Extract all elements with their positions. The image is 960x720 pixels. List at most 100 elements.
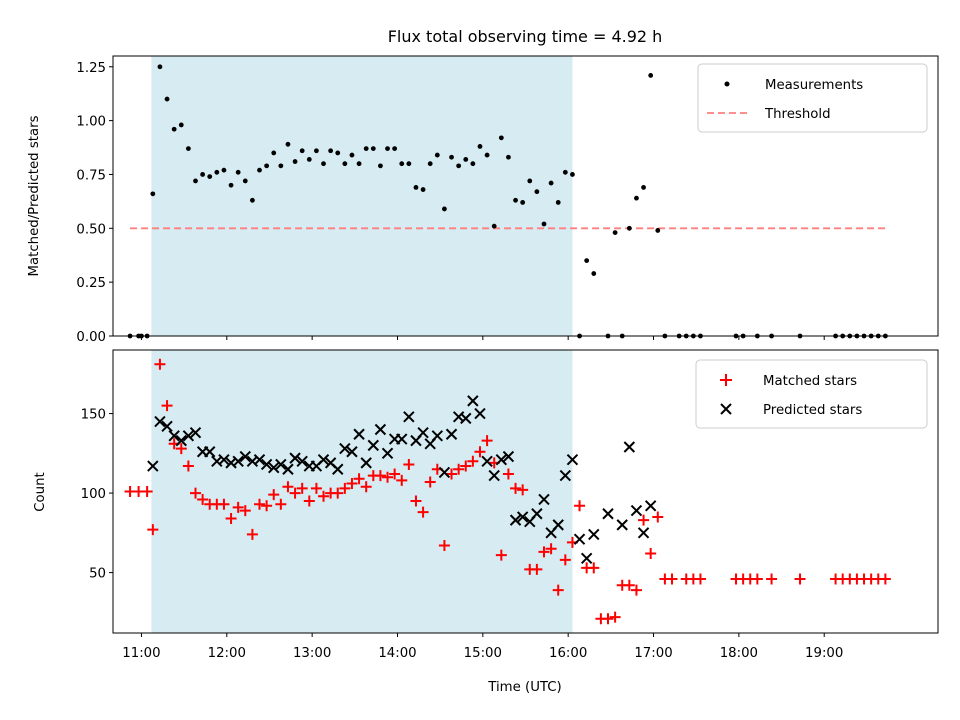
measurement-point [456, 163, 462, 169]
matched-star-point [474, 446, 486, 458]
predicted-star-point [616, 519, 628, 531]
predicted-star-point [289, 452, 301, 464]
matched-star-point [175, 443, 187, 455]
measurement-point [498, 135, 504, 141]
measurement-point [534, 189, 540, 195]
matched-star-point [218, 498, 230, 510]
matched-star-point [147, 524, 159, 536]
predicted-star-point [396, 433, 408, 445]
matched-star-point [403, 458, 415, 470]
bottom-y-axis-label: Count [33, 472, 48, 512]
x-tick-label: 14:00 [378, 646, 416, 661]
predicted-star-point [282, 463, 294, 475]
matched-star-point [602, 613, 614, 625]
matched-star-point [396, 474, 408, 486]
matched-star-point [303, 495, 315, 507]
x-tick-label: 12:00 [208, 646, 246, 661]
measurement-point [356, 161, 362, 167]
matched-star-point [517, 484, 529, 496]
measurement-point [484, 152, 490, 158]
measurement-point [570, 172, 575, 177]
measurement-point [235, 169, 241, 175]
top-y-ticks: 0.00 0.25 0.50 0.75 1.00 1.25 [76, 61, 113, 345]
predicted-star-point [445, 428, 458, 440]
predicted-star-point [253, 453, 266, 466]
predicted-star-point [552, 519, 564, 531]
y-tick-label: 150 [81, 408, 106, 423]
matched-star-point [197, 493, 209, 505]
predicted-star-point [346, 446, 358, 458]
predicted-star-point [623, 441, 636, 453]
y-tick-label: 0.50 [76, 222, 106, 237]
measurement-point [506, 154, 511, 160]
matched-star-point [495, 549, 507, 561]
x-tick-label: 17:00 [634, 646, 672, 661]
matched-star-point [766, 573, 778, 585]
top-y-axis-label: Matched/Predicted stars [27, 115, 42, 276]
predicted-star-point [175, 434, 187, 447]
measurement-point [477, 144, 483, 149]
measurement-point [648, 72, 654, 78]
matched-star-point [694, 573, 706, 585]
matched-star-point [389, 468, 401, 480]
matched-star-point [481, 435, 493, 447]
measurement-point [413, 184, 419, 190]
matched-star-point [374, 470, 386, 482]
predicted-star-point [602, 508, 614, 520]
measurement-point [591, 271, 597, 276]
measurement-point [449, 154, 454, 160]
matched-star-point [246, 528, 258, 540]
measurement-point [491, 223, 497, 229]
matched-star-point [360, 481, 372, 493]
predicted-star-point [339, 442, 351, 455]
matched-star-point [254, 498, 266, 510]
matched-star-point [446, 468, 458, 480]
bottom-axes-frame [112, 349, 939, 634]
predicted-star-point [189, 426, 202, 439]
measurement-point [385, 146, 390, 152]
matched-star-point [545, 543, 557, 555]
y-tick-label: 0.00 [76, 330, 106, 345]
y-tick-label: 50 [89, 567, 106, 582]
matched-star-point [630, 584, 642, 596]
matched-star-point [502, 468, 514, 480]
predicted-star-point [353, 428, 365, 440]
measurement-point [442, 206, 447, 212]
predicted-star-point [488, 469, 500, 482]
matched-star-point [609, 611, 621, 623]
bottom-matched-points [124, 358, 891, 625]
measurement-point [527, 178, 533, 184]
y-tick-label: 1.00 [76, 115, 106, 130]
measurement-point [420, 187, 426, 192]
x-axis-label: Time (UTC) [487, 680, 562, 695]
measurement-point [634, 195, 639, 201]
matched-star-point [232, 501, 244, 513]
predicted-star-point [538, 493, 550, 506]
measurement-point [584, 258, 590, 264]
y-tick-label: 100 [81, 487, 106, 502]
measurement-point [328, 148, 334, 154]
predicted-star-point [367, 439, 380, 452]
measurement-point [292, 159, 298, 164]
matched-star-point [190, 487, 201, 499]
measurement-point [164, 96, 170, 102]
matched-star-point [410, 495, 422, 507]
legend-predicted-label: Predicted stars [763, 403, 862, 418]
x-tick-label: 15:00 [464, 646, 502, 661]
matched-star-point [296, 482, 308, 494]
matched-star-point [239, 505, 251, 517]
measurement-point [434, 152, 440, 158]
bottom-legend: Matched stars Predicted stars [695, 359, 928, 429]
predicted-star-point [275, 458, 287, 471]
measurement-point [548, 180, 554, 186]
measurement-point [641, 184, 646, 190]
matched-star-point [268, 489, 280, 501]
legend-predicted-marker [720, 403, 732, 415]
predicted-star-point [296, 455, 308, 467]
predicted-star-point [481, 455, 493, 467]
measurement-point [562, 169, 568, 175]
legend-threshold-label: Threshold [764, 107, 831, 122]
matched-star-point [353, 473, 365, 485]
matched-star-point [638, 514, 650, 526]
